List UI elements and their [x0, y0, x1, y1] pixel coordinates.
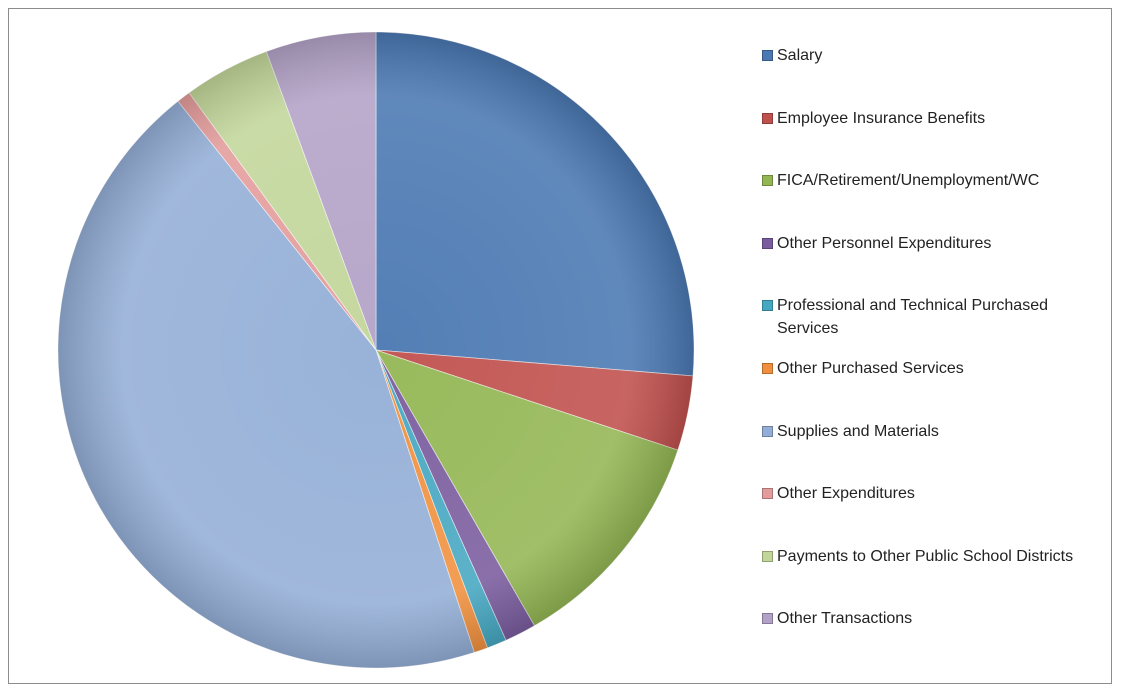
- legend-swatch: [762, 300, 773, 312]
- legend-item: Payments to Other Public School District…: [762, 545, 1107, 568]
- legend-label: Employee Insurance Benefits: [777, 109, 986, 127]
- legend-item: Other Transactions: [762, 607, 1107, 630]
- legend-label: FICA/Retirement/Unemployment/WC: [777, 172, 1040, 190]
- legend-swatch: [762, 50, 773, 61]
- legend-label: Other Expenditures: [777, 485, 915, 503]
- chart-frame: [8, 8, 1112, 684]
- legend-swatch: [762, 175, 773, 187]
- legend-label: Other Personnel Expenditures: [777, 234, 992, 252]
- legend-label: Salary: [777, 47, 823, 64]
- legend-swatch: [762, 425, 773, 437]
- legend-item: Other Purchased Services: [762, 357, 1107, 380]
- legend-swatch: [762, 550, 773, 562]
- legend-item: FICA/Retirement/Unemployment/WC: [762, 169, 1107, 192]
- legend-item: Supplies and Materials: [762, 420, 1107, 443]
- legend-swatch: [762, 488, 773, 500]
- legend-item: Other Personnel Expenditures: [762, 232, 1107, 255]
- legend-item: Employee Insurance Benefits: [762, 107, 1107, 130]
- legend-item: Salary: [762, 44, 1107, 67]
- legend-swatch: [762, 112, 773, 124]
- pie-slice: [375, 31, 695, 377]
- legend-label: Payments to Other Public School District…: [777, 547, 1074, 565]
- legend-label: Professional and Technical Purchased Ser…: [777, 297, 1048, 338]
- legend-item: Other Expenditures: [762, 482, 1107, 505]
- legend-label: Supplies and Materials: [777, 422, 939, 440]
- legend-swatch: [762, 363, 773, 374]
- legend-swatch: [762, 237, 773, 249]
- legend-label: Other Purchased Services: [777, 360, 964, 377]
- legend-label: Other Transactions: [777, 610, 913, 628]
- legend-item: Professional and Technical Purchased Ser…: [762, 294, 1107, 340]
- legend-swatch: [762, 613, 773, 625]
